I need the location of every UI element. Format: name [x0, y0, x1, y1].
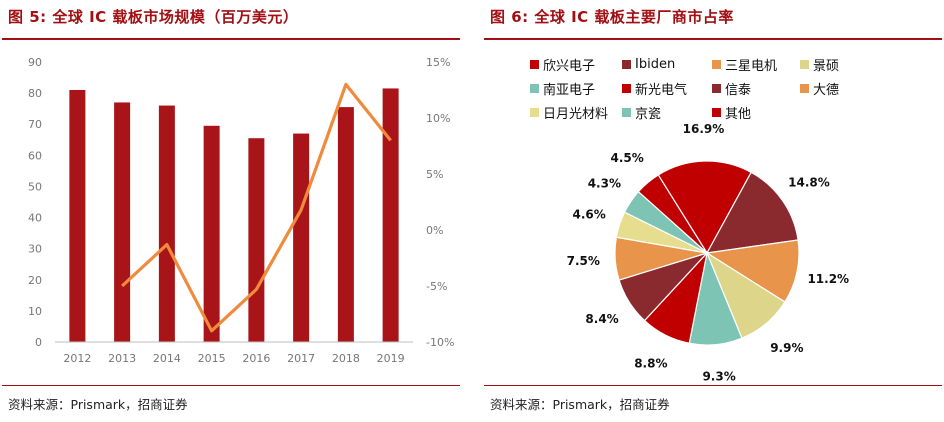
pie-data-label: 7.5% [567, 254, 600, 268]
x-axis-tick-label: 2019 [377, 352, 405, 365]
figure-6-title: 图 6: 全球 IC 载板主要厂商市占率 [490, 8, 734, 26]
legend-item: 信泰 [712, 79, 752, 98]
title-divider [484, 38, 942, 40]
legend-swatch [622, 83, 631, 93]
legend-item: 南亚电子 [530, 79, 596, 98]
legend-swatch [530, 83, 539, 93]
legend-swatch [530, 59, 539, 69]
legend-item: 欣兴电子 [530, 55, 596, 74]
pie-data-label: 14.8% [788, 175, 830, 189]
bar-2018 [337, 107, 354, 342]
figure-6-panel: 图 6: 全球 IC 载板主要厂商市占率 欣兴电子 Ibiden 三星电机 景硕南亚电… [482, 0, 944, 422]
y2-axis-tick-label: 15% [426, 56, 450, 69]
x-axis-tick-label: 2012 [63, 352, 91, 365]
bar-2016 [248, 138, 265, 342]
legend-swatch [712, 83, 721, 93]
legend-swatch [800, 83, 809, 93]
bar-2013 [114, 102, 131, 342]
y-axis-tick-label: 0 [35, 336, 42, 349]
y-axis-tick-label: 60 [28, 149, 42, 162]
title-divider [2, 38, 460, 40]
pie-data-label: 11.2% [807, 272, 849, 286]
legend-swatch [530, 107, 539, 117]
figure-5-panel: 图 5: 全球 IC 载板市场规模（百万美元） 0 10 20 30 40 50 60 70 8… [0, 0, 462, 422]
legend-label: 大德 [813, 82, 840, 98]
market-size-chart: 0 10 20 30 40 50 60 70 80 90 -10% -5% 0% 5% 10% 15% 2012… [28, 56, 454, 365]
y2-axis-tick-label: 5% [426, 168, 443, 181]
x-axis-tick-label: 2018 [332, 352, 360, 365]
pie-data-label: 16.9% [683, 122, 725, 136]
legend-label: 三星电机 [725, 58, 778, 74]
legend-label: 景硕 [813, 58, 840, 74]
pie-data-label: 9.9% [770, 341, 803, 355]
y-axis-tick-label: 90 [28, 56, 42, 69]
source-divider [2, 385, 460, 386]
figure-5-source: 资料来源：Prismark，招商证券 [8, 397, 188, 412]
legend-label: 新光电气 [635, 82, 688, 98]
legend-item: Ibiden [622, 55, 675, 73]
legend-item: 京瓷 [622, 103, 662, 122]
pie-slice-1 [657, 160, 753, 255]
legend-label: 欣兴电子 [543, 58, 596, 74]
y-axis-tick-label: 70 [28, 118, 42, 131]
pie-slice-3 [705, 239, 800, 303]
legend-label: 其他 [725, 106, 752, 122]
source-divider [484, 385, 942, 386]
legend-item: 其他 [712, 103, 752, 122]
y-axis-tick-label: 50 [28, 180, 42, 193]
market-share-pie-chart: 16.9% 14.8% 11.2% 9.9% 9.3% 8.8% 8.4% 7.5% 4.6% 4… [567, 122, 849, 383]
y2-axis-tick-label: -10% [426, 336, 454, 349]
legend-label: 信泰 [725, 82, 752, 98]
y-axis-tick-label: 10 [28, 305, 42, 318]
y2-axis-tick-label: 10% [426, 112, 450, 125]
legend-swatch [622, 107, 631, 117]
legend-label: 日月光材料 [543, 106, 609, 122]
pie-data-label: 4.6% [573, 207, 606, 221]
pie-data-label: 8.4% [585, 312, 618, 326]
legend-swatch [800, 59, 809, 69]
legend-swatch [712, 107, 721, 117]
y-axis-tick-label: 40 [28, 212, 42, 225]
legend-item: 三星电机 [712, 55, 778, 74]
legend-label: 京瓷 [635, 106, 662, 122]
legend-item: 日月光材料 [530, 103, 609, 122]
legend-label: Ibiden [635, 56, 676, 72]
pie-data-label: 4.5% [611, 151, 644, 165]
x-axis-tick-label: 2014 [153, 352, 181, 365]
legend-label: 南亚电子 [543, 82, 596, 98]
bar-2017 [293, 133, 310, 342]
figure-5-title: 图 5: 全球 IC 载板市场规模（百万美元） [8, 8, 299, 26]
y-axis-tick-label: 20 [28, 274, 42, 287]
pie-data-label: 4.3% [588, 176, 621, 190]
legend-item: 景硕 [800, 55, 840, 74]
legend-item: 新光电气 [622, 79, 688, 98]
bar-2012 [69, 90, 86, 342]
figure-6-source: 资料来源：Prismark，招商证券 [490, 397, 670, 412]
legend-swatch [622, 59, 631, 69]
x-axis-tick-label: 2013 [108, 352, 136, 365]
bar-2015 [203, 125, 220, 343]
bar-2014 [158, 105, 175, 342]
y-axis-tick-label: 80 [28, 87, 42, 100]
x-axis-tick-label: 2016 [242, 352, 270, 365]
legend-item: 大德 [800, 79, 840, 98]
y-axis-tick-label: 30 [28, 243, 42, 256]
x-axis-tick-label: 2017 [287, 352, 315, 365]
bar-2019 [382, 88, 399, 342]
pie-data-label: 8.8% [634, 357, 667, 371]
pie-slice-11 [637, 174, 708, 254]
y2-axis-tick-label: 0% [426, 224, 443, 237]
x-axis-tick-label: 2015 [198, 352, 226, 365]
y2-axis-tick-label: -5% [426, 280, 447, 293]
pie-data-label: 9.3% [702, 369, 735, 383]
legend-swatch [712, 59, 721, 69]
pie-slice-2 [705, 171, 799, 254]
